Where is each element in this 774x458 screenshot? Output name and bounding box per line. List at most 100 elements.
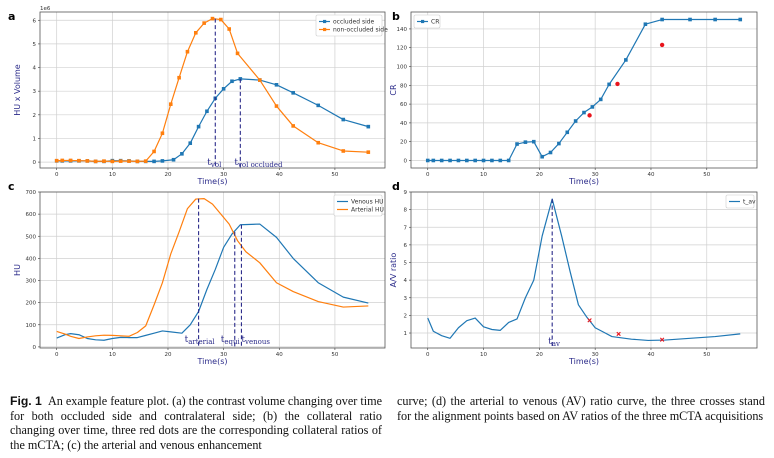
plot-frame: [410, 191, 758, 349]
x-tick-label: 0: [55, 352, 59, 358]
y-tick-label: 20: [400, 140, 407, 146]
y-tick-label: 120: [397, 46, 408, 52]
data-point: [316, 103, 321, 108]
y-tick-label: 7: [404, 225, 408, 231]
data-point: [341, 117, 346, 122]
annotation-label-vol: tvol: [207, 158, 222, 169]
data-point: [465, 158, 469, 163]
y-tick-label: 0: [33, 160, 37, 166]
x-tick-label: 10: [480, 352, 487, 358]
y-tick-label: 100: [26, 323, 37, 329]
plot-frame: [39, 11, 386, 169]
data-point: [194, 31, 198, 35]
data-point: [168, 102, 173, 106]
x-tick-label: 10: [109, 352, 116, 358]
data-point: [590, 105, 595, 109]
x-tick-label: 20: [536, 352, 543, 358]
data-point: [196, 124, 201, 129]
data-point: [60, 158, 65, 163]
x-tick-label: 20: [164, 352, 171, 358]
data-point: [221, 87, 226, 91]
data-point: [160, 131, 165, 136]
data-point: [738, 17, 743, 22]
legend-box: [333, 194, 383, 217]
y-tick-label: 0: [404, 158, 408, 164]
y-tick-label: 400: [26, 256, 37, 262]
y-tick-label: 200: [26, 301, 37, 307]
y-tick-label: 500: [26, 234, 37, 240]
legend: CR: [413, 14, 441, 29]
x-tick-label: 50: [703, 172, 710, 178]
data-point: [177, 75, 181, 80]
x-axis-label: Time(s): [568, 357, 599, 366]
y-tick-label: 100: [397, 65, 408, 71]
x-axis-label: Time(s): [197, 177, 228, 186]
data-point: [219, 17, 223, 22]
caption-right-text: curve; (d) the arterial to venous (AV) r…: [397, 394, 765, 423]
legend-label: CR: [431, 19, 439, 26]
annotation-label-av: tav: [548, 337, 560, 348]
x-tick-label: 50: [703, 352, 710, 358]
y-tick-label: 140: [397, 27, 408, 33]
data-point: [257, 78, 262, 82]
y-axis-label: HU: [13, 264, 22, 276]
annotation-subscript: vol occluded: [237, 161, 283, 169]
y-tick-label: 6: [33, 18, 37, 24]
data-point: [481, 158, 486, 163]
y-tick-label: 700: [26, 190, 37, 196]
red-dot-marker: [587, 113, 592, 118]
annotation-t: t: [207, 158, 211, 168]
data-point: [180, 152, 184, 156]
annotation-subscript: equi: [224, 338, 240, 346]
x-tick-label: 30: [592, 172, 599, 178]
data-point: [274, 83, 279, 87]
data-point: [607, 82, 611, 87]
legend-swatch-marker: [323, 27, 327, 32]
y-tick-label: 4: [404, 278, 408, 284]
x-tick-label: 40: [647, 172, 654, 178]
panel-letter-d: d: [392, 180, 400, 193]
legend-label: t_av: [743, 199, 756, 206]
plot-frame: [39, 191, 386, 349]
series-line-cr: [427, 18, 741, 162]
data-point: [660, 17, 664, 22]
data-point: [202, 21, 206, 25]
data-point: [688, 17, 692, 22]
data-point: [127, 159, 131, 163]
data-point: [210, 16, 215, 21]
data-point: [456, 158, 461, 163]
y-tick-label: 60: [400, 102, 407, 108]
x-tick-label: 0: [426, 172, 430, 178]
series-line-venous-hu: [56, 223, 369, 341]
y-tick-label: 300: [26, 279, 37, 285]
annotation-label-arterial: tarterial: [185, 335, 216, 346]
legend-swatch-marker: [421, 19, 425, 24]
caption-right: curve; (d) the arterial to venous (AV) r…: [397, 394, 765, 423]
data-point: [291, 91, 295, 95]
annotation-t: t: [241, 335, 245, 345]
annotation-subscript: arterial: [188, 338, 215, 346]
series-line-t_av: [427, 198, 741, 342]
data-point: [523, 140, 528, 144]
figure-label: Fig. 1: [10, 394, 42, 408]
y-tick-label: 3: [404, 296, 408, 302]
y-tick-label: 80: [400, 83, 407, 89]
annotation-t: t: [234, 158, 238, 168]
panel-letter-b: b: [392, 10, 400, 23]
data-point: [498, 158, 503, 163]
x-axis-label: Time(s): [197, 357, 228, 366]
annotation-t: t: [548, 337, 552, 347]
y-tick-label: 8: [404, 208, 408, 214]
red-cross-marker: [659, 337, 665, 342]
data-point: [506, 158, 511, 163]
data-point: [515, 142, 519, 146]
panel-letter-a: a: [8, 10, 15, 23]
legend-label: Venous HU: [351, 199, 384, 206]
x-tick-label: 30: [220, 352, 227, 358]
panel-c: c0 10 20 30 40 500100200300400500600700Time(s…: [8, 180, 386, 366]
data-point: [188, 141, 193, 145]
annotation-subscript: vol: [210, 161, 222, 169]
data-point: [448, 158, 452, 163]
legend-label: non-occluded side: [333, 27, 388, 34]
